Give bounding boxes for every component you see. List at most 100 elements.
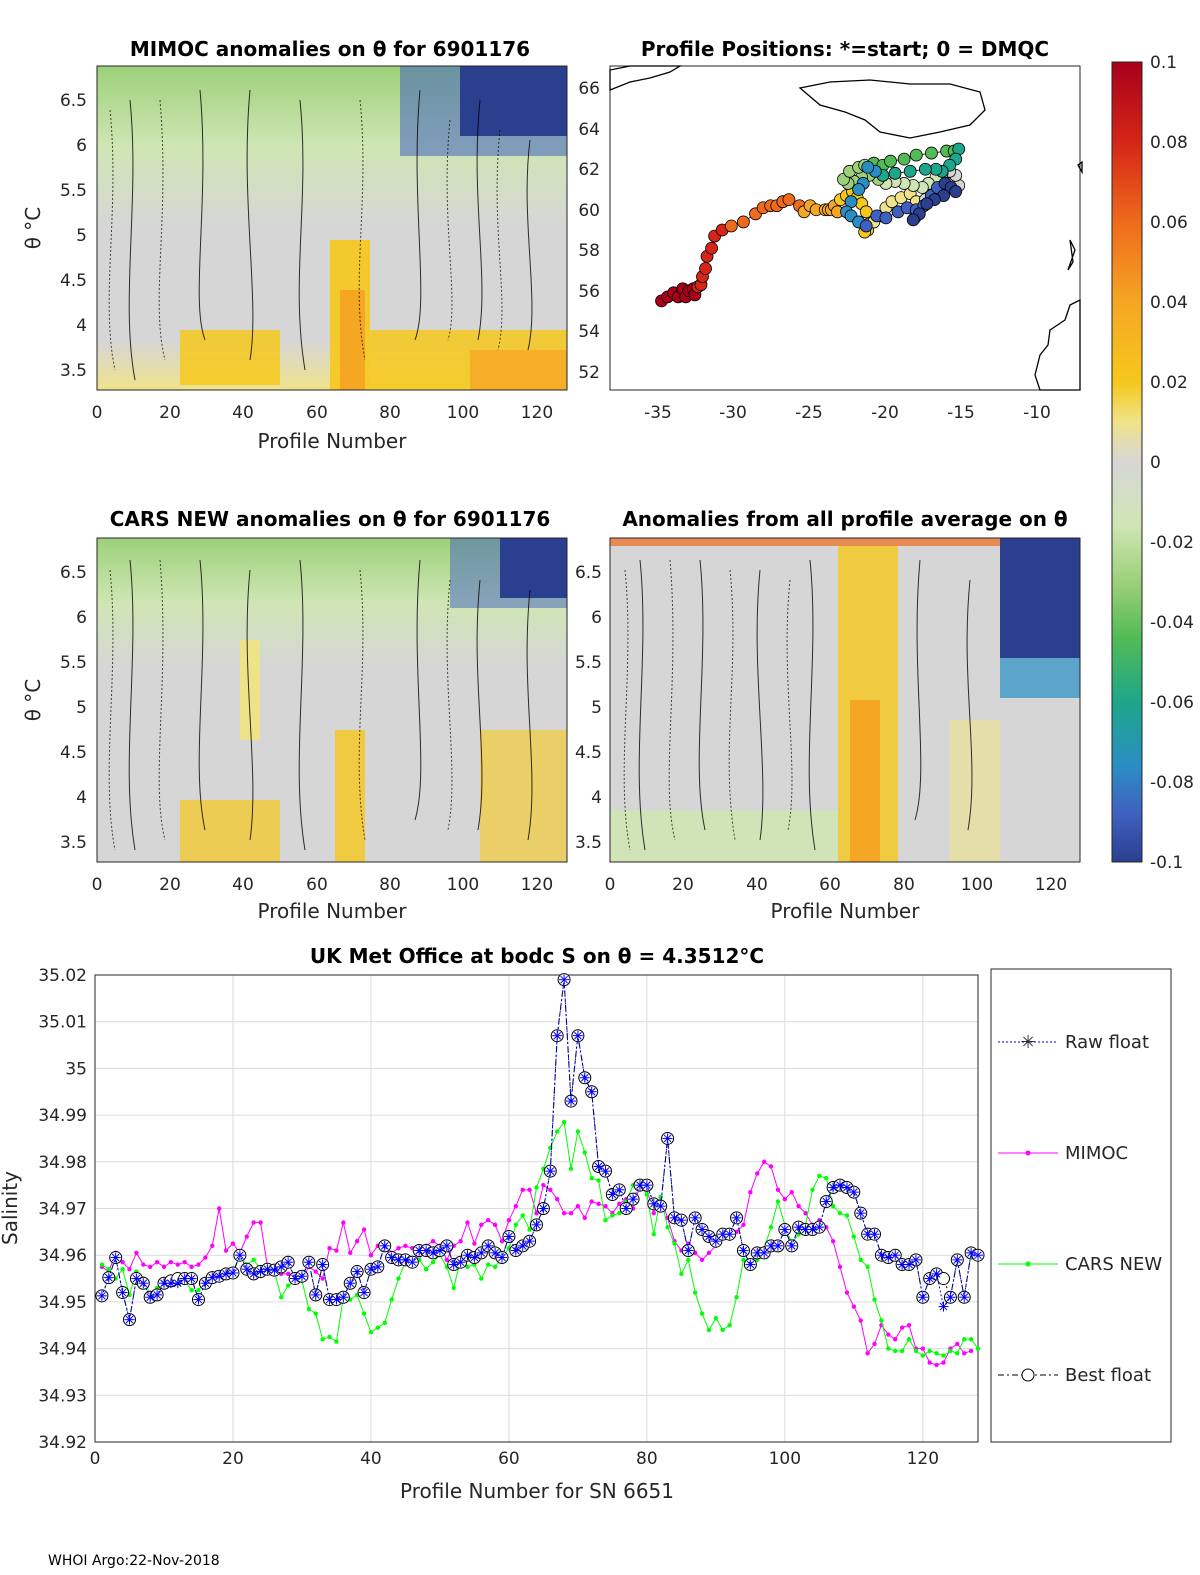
cars-new-point	[879, 1318, 884, 1323]
profile-position-point	[699, 262, 712, 275]
cars-new-point	[568, 1166, 574, 1172]
profile-position-point	[782, 193, 796, 207]
cars-new-point	[651, 1231, 656, 1237]
cars-new-point	[837, 1210, 843, 1216]
legend-cars-new: CARS NEW	[998, 1254, 1162, 1275]
cars-new-point	[686, 1257, 691, 1263]
raw-float-point	[766, 1240, 777, 1251]
raw-float-point	[545, 1166, 556, 1177]
raw-float-point	[738, 1245, 749, 1256]
legend-mimoc: MIMOC	[998, 1143, 1128, 1164]
mimoc-point	[513, 1203, 519, 1209]
y-tick-label: 34.92	[38, 1433, 87, 1453]
x-tick-label: 0	[90, 1449, 101, 1469]
svg-text:-20: -20	[871, 403, 899, 423]
mimoc-point	[147, 1264, 153, 1270]
cars-new-point	[486, 1262, 491, 1267]
raw-float-point	[607, 1189, 618, 1200]
svg-text:100: 100	[447, 403, 479, 423]
raw-float-point	[890, 1250, 901, 1261]
mimoc-point	[541, 1182, 546, 1188]
raw-float-point	[234, 1250, 245, 1261]
avg-title: Anomalies from all profile average on θ	[622, 507, 1067, 531]
mimoc-line	[101, 1161, 972, 1366]
raw-float-point	[814, 1222, 825, 1233]
raw-float-point	[131, 1273, 142, 1284]
raw-float-point	[359, 1287, 370, 1298]
profile-points	[655, 142, 966, 308]
cars-new-point	[658, 1194, 663, 1200]
svg-text:40: 40	[232, 403, 254, 423]
raw-float-point	[745, 1259, 756, 1270]
svg-text:80: 80	[379, 403, 401, 423]
raw-float-point	[952, 1254, 963, 1265]
mimoc-point	[334, 1248, 339, 1253]
svg-text:CARS NEW: CARS NEW	[1065, 1254, 1162, 1275]
profile-position-point	[906, 213, 920, 227]
positions-title: Profile Positions: *=start; 0 = DMQC	[641, 37, 1049, 61]
mimoc-point	[775, 1187, 781, 1193]
cars-new-point	[196, 1288, 201, 1293]
salinity-ylabel: Salinity	[0, 1171, 22, 1245]
mimoc-point	[154, 1260, 160, 1265]
x-tick-label: 20	[222, 1449, 244, 1469]
cars-new-point	[734, 1295, 739, 1300]
cars-new-point	[575, 1129, 581, 1134]
cars-new-point	[375, 1325, 381, 1330]
svg-text:0: 0	[92, 875, 103, 895]
svg-text:6.5: 6.5	[60, 563, 87, 583]
legend-raw-float: ✳ Raw float	[998, 1032, 1149, 1053]
cars-new-point	[382, 1320, 387, 1326]
cars-new-point	[817, 1173, 822, 1179]
salinity-series	[95, 973, 985, 1368]
raw-float-point	[883, 1252, 894, 1263]
svg-text:-15: -15	[947, 403, 975, 423]
profile-position-point	[724, 219, 738, 233]
raw-float-point	[786, 1240, 797, 1251]
svg-text:0.08: 0.08	[1150, 133, 1188, 153]
raw-float-point	[628, 1194, 639, 1205]
mimoc-point	[285, 1271, 291, 1277]
mimoc-point	[430, 1238, 436, 1244]
cars-new-point	[720, 1327, 725, 1333]
mimoc-title: MIMOC anomalies on θ for 6901176	[130, 37, 530, 61]
y-tick-label: 34.98	[38, 1153, 87, 1173]
cars-new-point	[893, 1348, 898, 1354]
y-tick-label: 34.97	[38, 1200, 87, 1220]
mimoc-point	[761, 1159, 767, 1164]
mimoc-point	[920, 1346, 926, 1351]
cars-new-point	[886, 1346, 891, 1351]
y-tick-label: 34.94	[38, 1340, 87, 1360]
mimoc-point	[182, 1260, 187, 1265]
raw-float-point	[503, 1231, 514, 1242]
mimoc-point	[506, 1217, 512, 1223]
cars-new-point	[334, 1339, 339, 1344]
cars-new-point	[975, 1346, 981, 1351]
raw-float-point	[207, 1272, 218, 1283]
cars-new-point	[279, 1295, 284, 1300]
svg-text:-0.1: -0.1	[1150, 853, 1183, 873]
raw-float-point	[476, 1247, 487, 1258]
cars-xlabel: Profile Number	[258, 899, 408, 923]
raw-float-point	[221, 1268, 232, 1279]
y-tick-label: 34.96	[38, 1246, 87, 1266]
raw-float-point	[779, 1224, 790, 1235]
x-tick-label: 60	[498, 1449, 520, 1469]
mimoc-point	[223, 1248, 229, 1253]
raw-float-point	[552, 1030, 563, 1041]
raw-float-point	[579, 1072, 590, 1083]
raw-float-point	[841, 1182, 852, 1193]
svg-text:4: 4	[76, 316, 87, 336]
y-tick-label: 34.95	[38, 1293, 87, 1313]
raw-float-point	[510, 1245, 521, 1256]
raw-float-point	[710, 1236, 721, 1247]
raw-float-point	[531, 1219, 542, 1230]
mimoc-point	[575, 1203, 581, 1209]
profile-position-point	[929, 162, 943, 176]
mimoc-point	[472, 1241, 477, 1246]
mimoc-point	[486, 1217, 491, 1223]
cars-new-point	[596, 1178, 601, 1183]
profile-position-point	[861, 160, 875, 174]
iceland-outline	[798, 79, 986, 139]
cars-new-point	[941, 1353, 946, 1358]
